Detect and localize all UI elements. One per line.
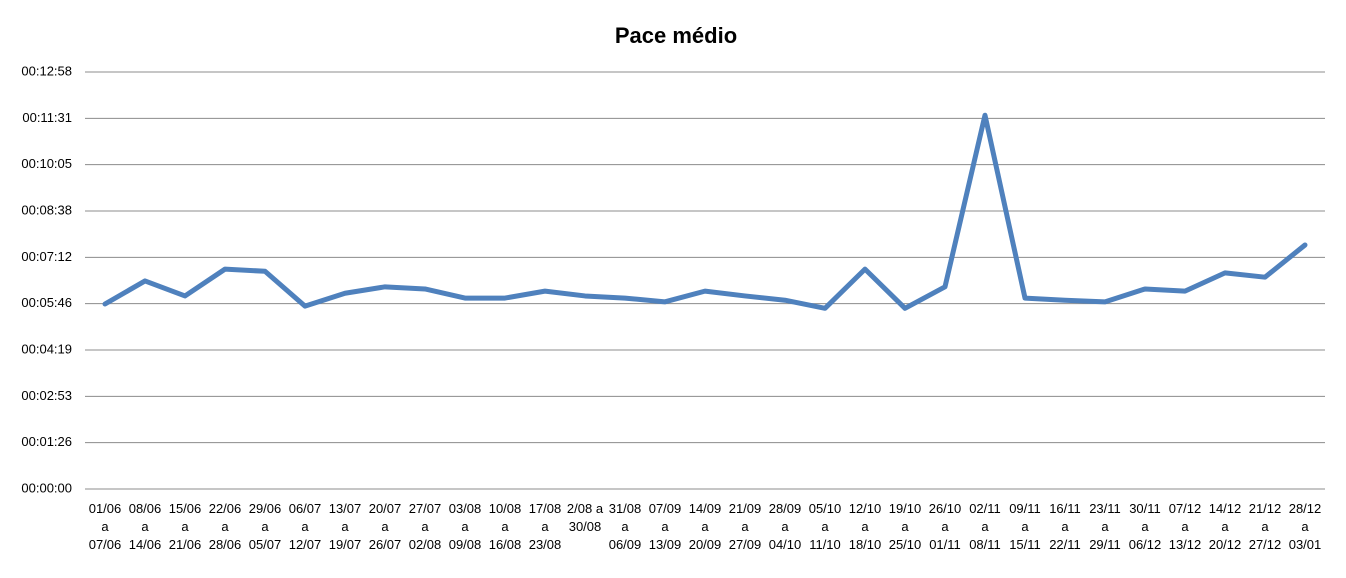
x-tick-label: 2/08 a 30/08 bbox=[567, 501, 604, 534]
y-tick-label: 00:07:12 bbox=[21, 249, 72, 264]
y-tick-label: 00:10:05 bbox=[21, 156, 72, 171]
chart-title: Pace médio bbox=[615, 23, 737, 48]
x-tick-label: 27/07 a 02/08 bbox=[409, 501, 442, 552]
y-tick-label: 00:11:31 bbox=[22, 110, 72, 125]
y-tick-label: 00:12:58 bbox=[21, 63, 72, 78]
x-tick-label: 30/11 a 06/12 bbox=[1129, 501, 1162, 552]
x-tick-label: 22/06 a 28/06 bbox=[209, 501, 242, 552]
y-tick-label: 00:05:46 bbox=[21, 295, 72, 310]
x-tick-label: 20/07 a 26/07 bbox=[369, 501, 402, 552]
y-tick-label: 00:00:00 bbox=[21, 480, 72, 495]
x-tick-label: 06/07 a 12/07 bbox=[289, 501, 322, 552]
x-tick-label: 23/11 a 29/11 bbox=[1089, 501, 1121, 552]
x-tick-label: 09/11 a 15/11 bbox=[1009, 501, 1041, 552]
x-tick-label: 10/08 a 16/08 bbox=[489, 501, 522, 552]
x-tick-label: 13/07 a 19/07 bbox=[329, 501, 362, 552]
x-tick-label: 29/06 a 05/07 bbox=[249, 501, 282, 552]
x-tick-label: 01/06 a 07/06 bbox=[89, 501, 122, 552]
x-tick-label: 05/10 a 11/10 bbox=[809, 501, 842, 552]
x-tick-label: 03/08 a 09/08 bbox=[449, 501, 482, 552]
x-tick-label: 21/12 a 27/12 bbox=[1249, 501, 1282, 552]
x-tick-label: 08/06 a 14/06 bbox=[129, 501, 162, 552]
y-tick-label: 00:08:38 bbox=[21, 202, 72, 217]
y-tick-label: 00:01:26 bbox=[21, 434, 72, 449]
x-tick-label: 21/09 a 27/09 bbox=[729, 501, 762, 552]
x-tick-label: 14/09 a 20/09 bbox=[689, 501, 722, 552]
x-tick-label: 07/09 a 13/09 bbox=[649, 501, 682, 552]
x-tick-label: 16/11 a 22/11 bbox=[1049, 501, 1081, 552]
x-tick-label: 26/10 a 01/11 bbox=[929, 501, 962, 552]
x-tick-label: 28/12 a 03/01 bbox=[1289, 501, 1322, 552]
x-tick-label: 17/08 a 23/08 bbox=[529, 501, 562, 552]
y-tick-label: 00:02:53 bbox=[21, 388, 72, 403]
x-tick-label: 28/09 a 04/10 bbox=[769, 501, 802, 552]
x-tick-label: 19/10 a 25/10 bbox=[889, 501, 922, 552]
x-tick-label: 14/12 a 20/12 bbox=[1209, 501, 1242, 552]
x-tick-label: 15/06 a 21/06 bbox=[169, 501, 202, 552]
data-line bbox=[102, 112, 1308, 311]
x-tick-label: 31/08 a 06/09 bbox=[609, 501, 642, 552]
x-tick-label: 12/10 a 18/10 bbox=[849, 501, 882, 552]
x-tick-label: 07/12 a 13/12 bbox=[1169, 501, 1202, 552]
x-tick-label: 02/11 a 08/11 bbox=[969, 501, 1001, 552]
y-tick-label: 00:04:19 bbox=[21, 341, 72, 356]
